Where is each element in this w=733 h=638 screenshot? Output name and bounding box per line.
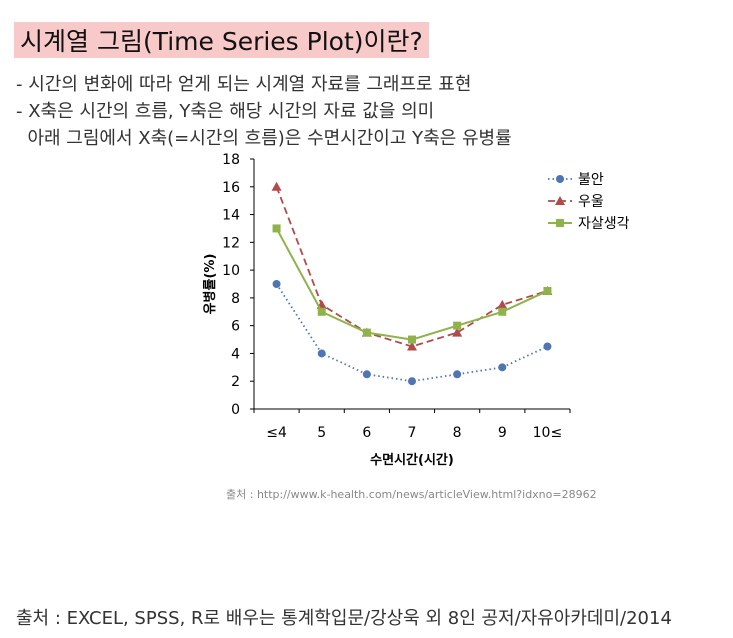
data-point-series-2 — [498, 307, 507, 316]
data-point-series-1 — [452, 327, 463, 337]
page-title: 시계열 그림(Time Series Plot)이란? — [20, 27, 423, 56]
data-point-series-1 — [407, 341, 417, 351]
x-tick-label: 7 — [408, 425, 417, 441]
y-tick-label: 4 — [231, 346, 240, 362]
data-point-series-0 — [362, 370, 371, 379]
data-point-series-2 — [543, 286, 552, 295]
legend-marker-2 — [556, 219, 564, 227]
chart-source-text: 출처 : http://www.k-health.com/news/articl… — [226, 488, 597, 501]
x-tick-label: ≤4 — [266, 425, 287, 441]
legend-marker-1 — [555, 196, 565, 205]
y-axis-label: 유병률(%) — [202, 254, 218, 315]
y-tick-label: 14 — [222, 208, 240, 224]
x-tick-label: 5 — [317, 425, 326, 441]
data-point-series-0 — [408, 377, 416, 386]
data-point-series-1 — [497, 299, 508, 309]
legend-label-1: 우울 — [578, 194, 604, 210]
data-point-series-2 — [272, 224, 281, 233]
data-point-series-0 — [272, 280, 281, 288]
x-tick-label: 9 — [498, 425, 507, 441]
data-point-series-2 — [453, 321, 462, 330]
legend-label-2: 자살생각 — [578, 216, 630, 232]
bullet-line-2: - X축은 시간의 흐름, Y축은 해당 시간의 자료 값을 의미 — [16, 101, 435, 122]
y-tick-label: 12 — [222, 235, 240, 251]
x-axis-label: 수면시간(시간) — [370, 452, 454, 468]
data-point-series-0 — [498, 363, 507, 372]
data-point-series-1 — [271, 181, 282, 191]
series-line-1 — [275, 186, 548, 348]
y-tick-label: 8 — [231, 291, 240, 307]
series-line-0 — [275, 283, 548, 383]
y-tick-label: 2 — [231, 374, 240, 390]
legend-label-0: 불안 — [578, 172, 604, 188]
data-point-series-2 — [408, 335, 416, 344]
y-tick-label: 0 — [231, 402, 240, 418]
y-tick-label: 6 — [231, 319, 240, 335]
y-tick-label: 10 — [222, 263, 240, 279]
y-tick-label: 16 — [222, 180, 240, 196]
x-tick-label: 10≤ — [533, 425, 563, 441]
data-point-series-2 — [317, 307, 326, 316]
footer-source-text: 출처 : EXCEL, SPSS, R로 배우는 통계학입문/강상욱 외 8인 … — [16, 608, 672, 629]
bullet-line-3: 아래 그림에서 X축(=시간의 흐름)은 수면시간이고 Y축은 유병률 — [16, 128, 512, 149]
bullet-line-1: - 시간의 변화에 따라 얻게 되는 시계열 자료를 그래프로 표현 — [16, 74, 472, 95]
page-title-box: 시계열 그림(Time Series Plot)이란? — [14, 22, 429, 58]
y-tick-label: 18 — [222, 152, 240, 168]
data-point-series-0 — [453, 370, 462, 379]
series-line-2 — [275, 227, 548, 341]
x-tick-label: 8 — [453, 425, 462, 441]
legend-marker-0 — [556, 175, 564, 183]
data-point-series-2 — [362, 328, 371, 337]
data-point-series-0 — [543, 342, 552, 351]
data-point-series-0 — [317, 349, 326, 358]
x-tick-label: 6 — [362, 425, 371, 441]
